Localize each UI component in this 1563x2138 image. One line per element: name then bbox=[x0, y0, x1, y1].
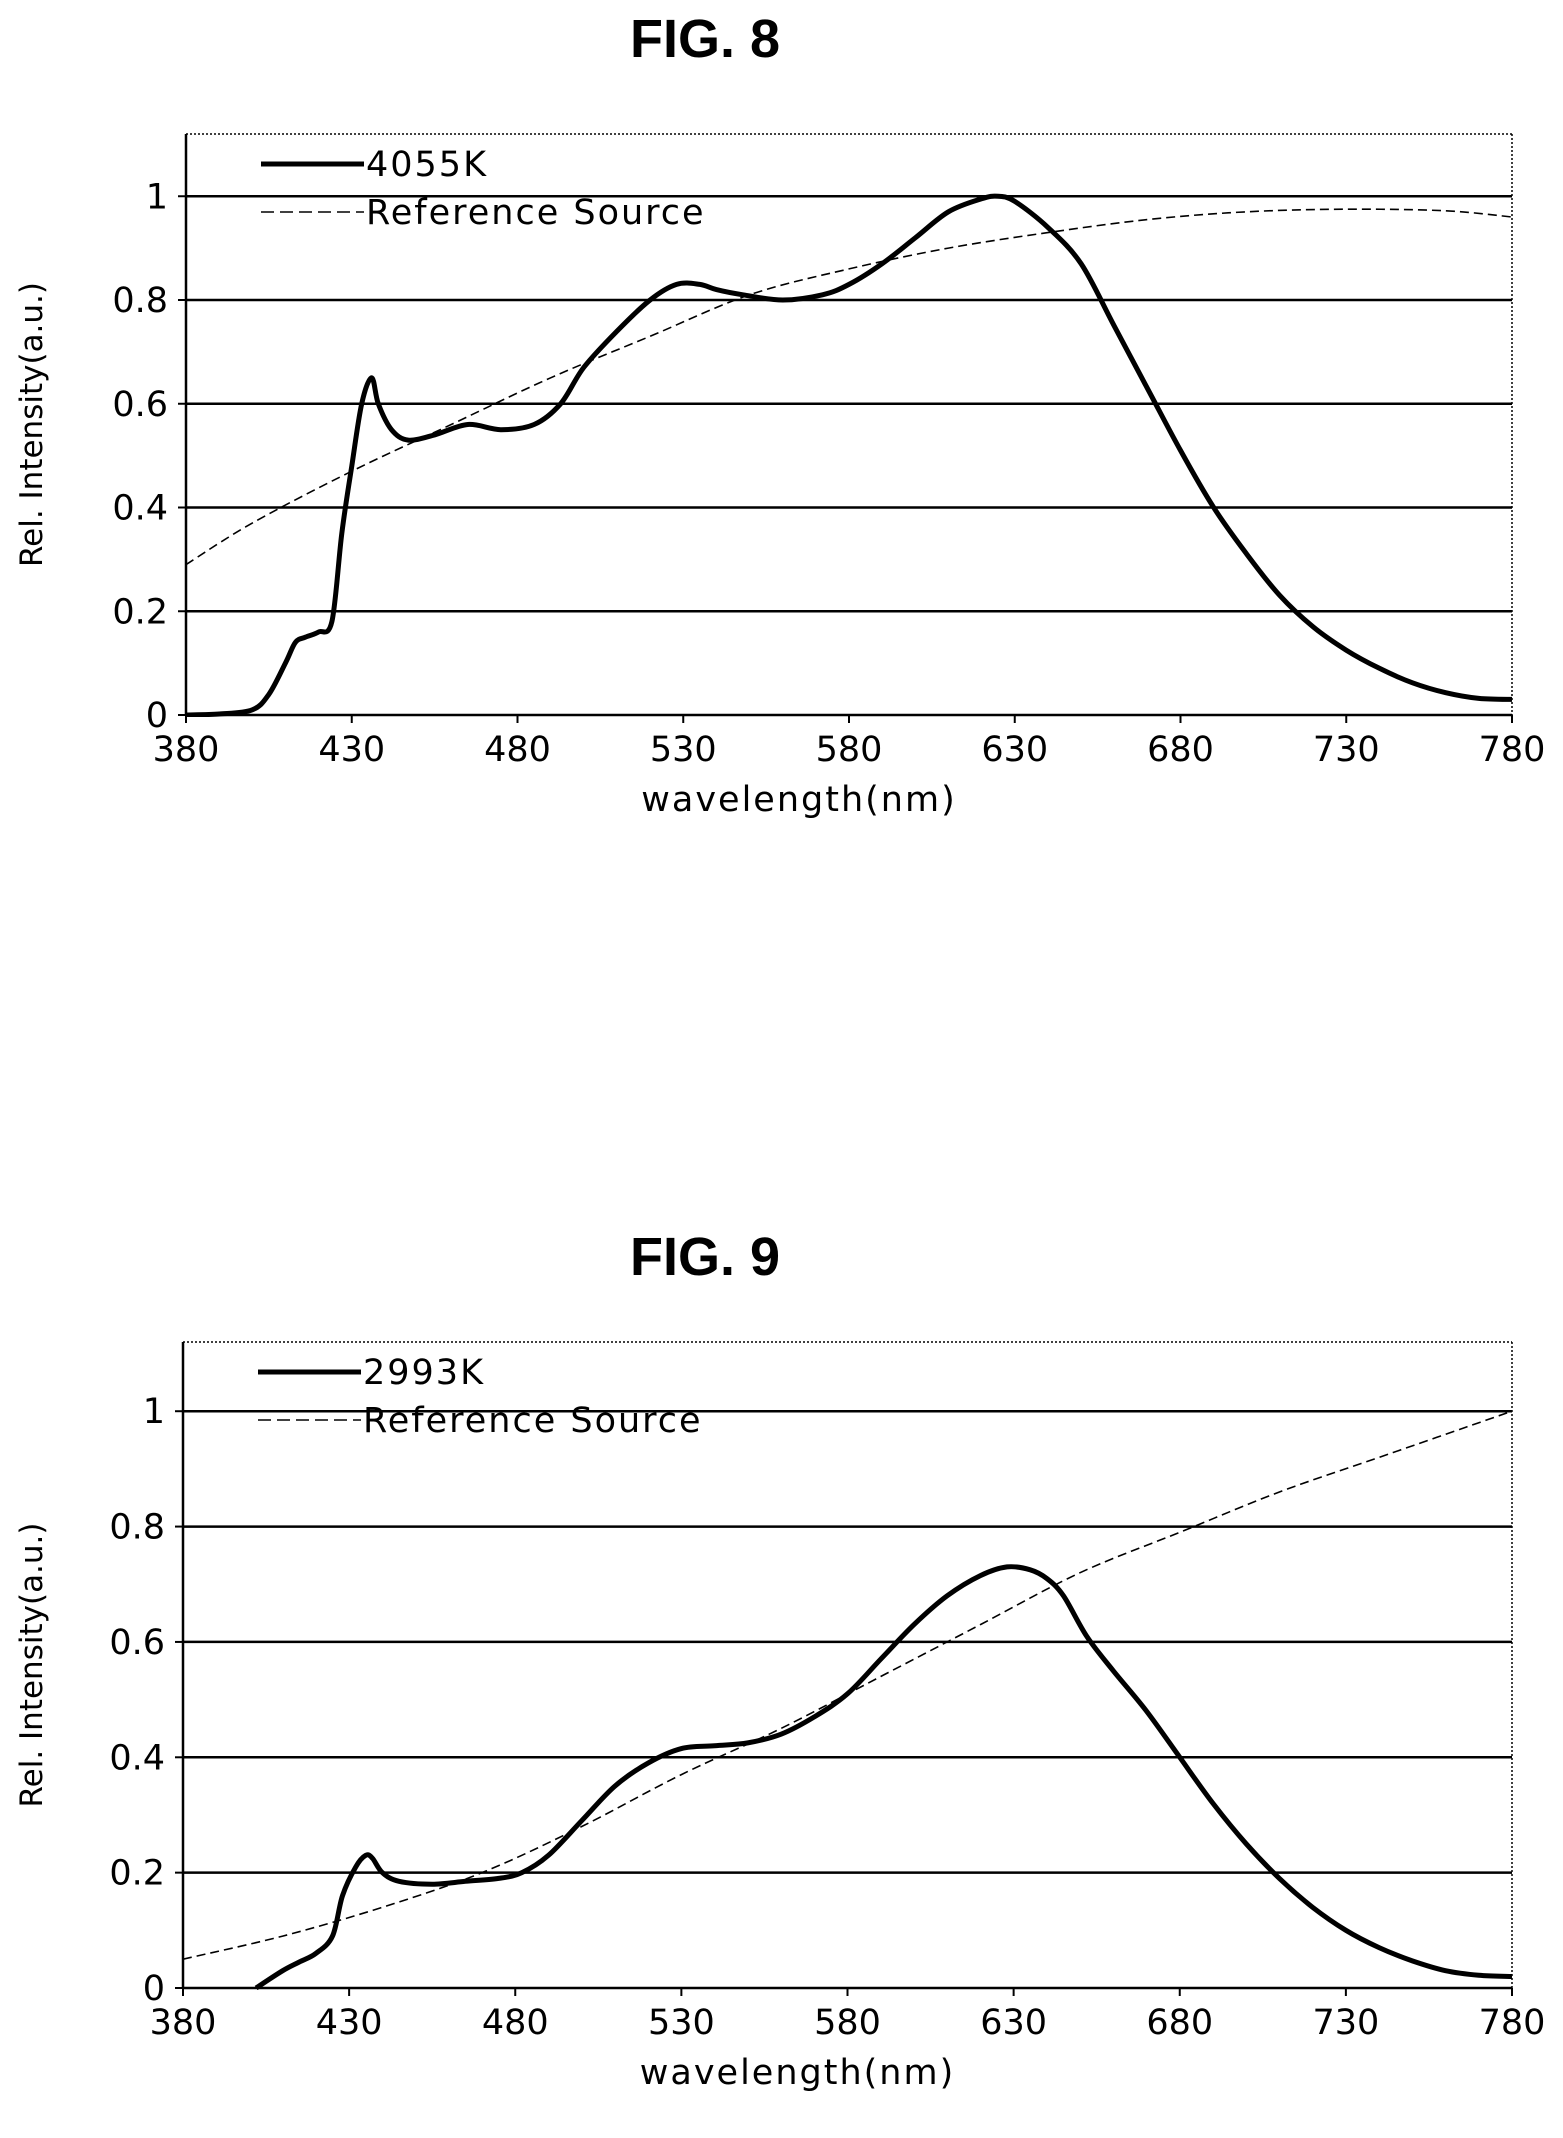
fig-8-title: FIG. 8 bbox=[629, 9, 781, 69]
chart1-y-axis-label: Rel. Intensity(a.u.) bbox=[14, 1522, 50, 1807]
chart0-y-tick-label-3: 0.6 bbox=[112, 385, 168, 425]
fig-8-chart: 0 0.2 0.4 0.6 0.8 1 380 430 480 530 580 630 680 730 78… bbox=[14, 133, 1546, 820]
chart1-x-axis-label: wavelength(nm) bbox=[640, 2053, 955, 2093]
chart1-x-tick-label-6: 680 bbox=[1146, 2003, 1213, 2043]
chart0-x-tick-label-6: 680 bbox=[1147, 730, 1214, 770]
chart1-series-0-line bbox=[254, 1564, 1512, 1990]
chart0-y-tick-label-1: 0.2 bbox=[112, 592, 168, 632]
chart1-x-tick-label-3: 530 bbox=[648, 2003, 715, 2043]
chart1-y-tick-label-3: 0.6 bbox=[109, 1623, 165, 1663]
chart0-x-axis-label: wavelength(nm) bbox=[641, 780, 956, 820]
chart1-series-1-line bbox=[183, 1410, 1512, 1960]
chart1-y-tick-label-2: 0.4 bbox=[109, 1738, 165, 1778]
chart0-y-tick-label-4: 0.8 bbox=[112, 281, 168, 321]
chart0-x-tick-label-3: 530 bbox=[650, 730, 717, 770]
fig-9-title: FIG. 9 bbox=[629, 1227, 781, 1287]
chart0-x-tick-label-0: 380 bbox=[153, 730, 220, 770]
chart1-x-tick-label-1: 430 bbox=[316, 2003, 383, 2043]
fig-9-chart: 0 0.2 0.4 0.6 0.8 1 380 430 480 530 580 630 680 730 78… bbox=[14, 1341, 1546, 2093]
chart1-x-tick-label-7: 730 bbox=[1312, 2003, 1379, 2043]
chart0-legend-label-0: 4055K bbox=[366, 145, 488, 185]
chart1-legend-label-1: Reference Source bbox=[363, 1401, 703, 1441]
chart0-series-1-line bbox=[186, 208, 1512, 566]
chart0-y-tick-label-2: 0.4 bbox=[112, 489, 168, 529]
chart0-y-tick-label-5: 1 bbox=[146, 177, 168, 217]
chart1-y-tick-label-5: 1 bbox=[143, 1392, 165, 1432]
chart1-x-tick-label-4: 580 bbox=[814, 2003, 881, 2043]
chart0-legend-label-1: Reference Source bbox=[366, 193, 706, 233]
chart0-x-tick-label-5: 630 bbox=[981, 730, 1048, 770]
chart0-x-tick-label-4: 580 bbox=[816, 730, 883, 770]
chart0-series-0-line bbox=[186, 193, 1512, 717]
chart1-y-tick-label-4: 0.8 bbox=[109, 1508, 165, 1548]
chart1-y-tick-label-1: 0.2 bbox=[109, 1854, 165, 1894]
chart0-x-tick-label-1: 430 bbox=[318, 730, 385, 770]
chart1-x-tick-label-5: 630 bbox=[980, 2003, 1047, 2043]
chart1-y-tick-label-0: 0 bbox=[143, 1969, 165, 2009]
chart1-x-tick-label-8: 780 bbox=[1479, 2003, 1546, 2043]
chart0-x-tick-label-2: 480 bbox=[484, 730, 551, 770]
chart0-x-tick-label-8: 780 bbox=[1479, 730, 1546, 770]
chart0-x-tick-label-7: 730 bbox=[1313, 730, 1380, 770]
chart0-y-tick-label-0: 0 bbox=[146, 696, 168, 736]
chart1-x-tick-label-2: 480 bbox=[482, 2003, 549, 2043]
chart1-x-tick-label-0: 380 bbox=[150, 2003, 217, 2043]
chart1-legend-label-0: 2993K bbox=[363, 1353, 485, 1393]
chart0-y-axis-label: Rel. Intensity(a.u.) bbox=[14, 282, 50, 567]
